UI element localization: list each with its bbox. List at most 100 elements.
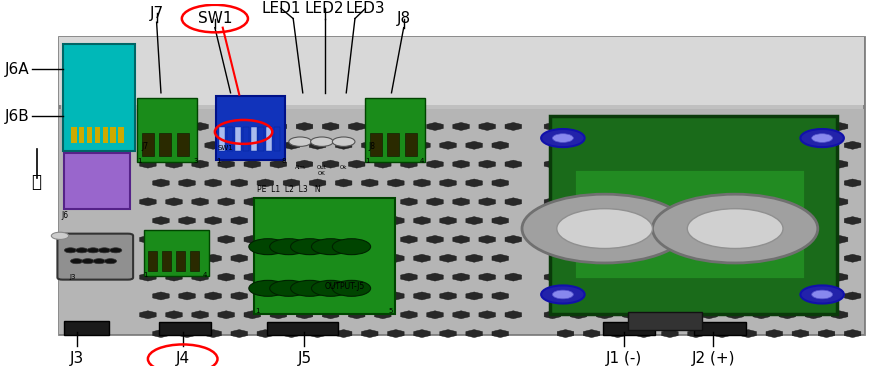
Circle shape [541, 129, 584, 147]
Polygon shape [217, 160, 235, 168]
Circle shape [289, 137, 311, 146]
Polygon shape [217, 236, 235, 243]
Polygon shape [726, 311, 743, 319]
Polygon shape [700, 273, 717, 281]
Polygon shape [804, 160, 821, 168]
Polygon shape [830, 311, 847, 319]
Polygon shape [700, 123, 717, 131]
Polygon shape [335, 141, 352, 149]
Polygon shape [504, 311, 521, 319]
Polygon shape [374, 236, 391, 243]
Circle shape [552, 134, 573, 142]
Polygon shape [817, 217, 834, 224]
Polygon shape [478, 160, 495, 168]
Polygon shape [556, 141, 574, 149]
Polygon shape [230, 292, 248, 300]
Polygon shape [660, 179, 678, 187]
Polygon shape [152, 292, 169, 300]
Polygon shape [726, 273, 743, 281]
Polygon shape [178, 179, 196, 187]
Polygon shape [165, 123, 182, 131]
FancyBboxPatch shape [216, 96, 285, 160]
Text: 3: 3 [193, 159, 197, 164]
Polygon shape [413, 254, 430, 262]
Polygon shape [700, 160, 717, 168]
Polygon shape [739, 217, 756, 224]
Polygon shape [361, 217, 378, 224]
Polygon shape [687, 254, 704, 262]
Polygon shape [791, 217, 808, 224]
Polygon shape [387, 217, 404, 224]
Polygon shape [687, 292, 704, 300]
FancyBboxPatch shape [274, 127, 280, 151]
Polygon shape [217, 273, 235, 281]
Polygon shape [660, 292, 678, 300]
Polygon shape [739, 292, 756, 300]
Polygon shape [361, 330, 378, 337]
Polygon shape [726, 198, 743, 206]
Text: 4: 4 [419, 159, 423, 164]
Polygon shape [647, 273, 665, 281]
Polygon shape [387, 330, 404, 337]
Polygon shape [439, 330, 456, 337]
Polygon shape [569, 198, 587, 206]
Polygon shape [478, 236, 495, 243]
Polygon shape [426, 273, 443, 281]
FancyBboxPatch shape [95, 127, 100, 144]
Circle shape [332, 239, 370, 255]
FancyBboxPatch shape [602, 322, 654, 335]
Polygon shape [282, 292, 300, 300]
Circle shape [51, 232, 69, 240]
Polygon shape [426, 311, 443, 319]
Polygon shape [295, 160, 313, 168]
Polygon shape [595, 198, 613, 206]
Polygon shape [595, 123, 613, 131]
Polygon shape [217, 123, 235, 131]
Polygon shape [269, 198, 287, 206]
Polygon shape [361, 179, 378, 187]
Polygon shape [204, 292, 222, 300]
Polygon shape [374, 198, 391, 206]
Polygon shape [165, 236, 182, 243]
Circle shape [799, 129, 843, 147]
Polygon shape [191, 236, 209, 243]
Polygon shape [230, 141, 248, 149]
Text: 1: 1 [255, 308, 259, 314]
Polygon shape [687, 179, 704, 187]
Polygon shape [634, 292, 652, 300]
Polygon shape [256, 292, 274, 300]
Polygon shape [634, 254, 652, 262]
FancyBboxPatch shape [266, 127, 272, 151]
Text: LED1: LED1 [261, 1, 301, 16]
Polygon shape [713, 179, 730, 187]
Polygon shape [608, 141, 626, 149]
Polygon shape [752, 198, 769, 206]
Polygon shape [269, 160, 287, 168]
Circle shape [269, 239, 308, 255]
Circle shape [310, 137, 333, 146]
Polygon shape [139, 198, 156, 206]
Polygon shape [139, 123, 156, 131]
Polygon shape [413, 292, 430, 300]
Polygon shape [387, 141, 404, 149]
Polygon shape [204, 179, 222, 187]
Text: Out
OK: Out OK [316, 165, 327, 176]
Circle shape [290, 239, 328, 255]
Polygon shape [465, 141, 482, 149]
FancyBboxPatch shape [159, 322, 211, 335]
Polygon shape [791, 292, 808, 300]
Polygon shape [556, 254, 574, 262]
Text: 8: 8 [282, 159, 286, 164]
FancyBboxPatch shape [250, 127, 256, 151]
Polygon shape [256, 254, 274, 262]
Polygon shape [465, 217, 482, 224]
Polygon shape [178, 330, 196, 337]
Polygon shape [165, 273, 182, 281]
Polygon shape [465, 254, 482, 262]
Polygon shape [608, 292, 626, 300]
Polygon shape [452, 198, 469, 206]
Polygon shape [556, 217, 574, 224]
FancyBboxPatch shape [79, 127, 84, 144]
Polygon shape [191, 123, 209, 131]
Polygon shape [634, 330, 652, 337]
